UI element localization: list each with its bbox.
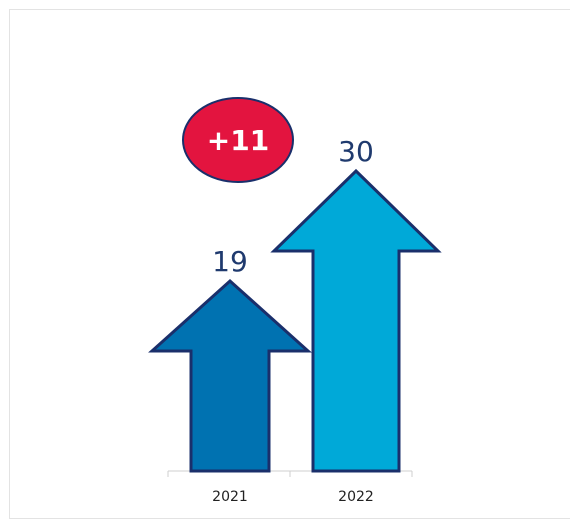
arrow-bar-2022 (270, 168, 442, 473)
arrow-marks (148, 168, 442, 473)
difference-badge: +11 (182, 97, 294, 183)
x-tick-label-2021: 2021 (212, 489, 248, 505)
arrow-bar-2021 (148, 278, 312, 473)
data-label-2022: 30 (338, 135, 374, 168)
x-tick-label-2022: 2022 (338, 489, 374, 505)
difference-badge-circle (182, 97, 294, 183)
difference-badge-text: +11 (207, 124, 269, 157)
data-label-2021: 19 (212, 245, 248, 278)
chart-card (9, 9, 570, 519)
